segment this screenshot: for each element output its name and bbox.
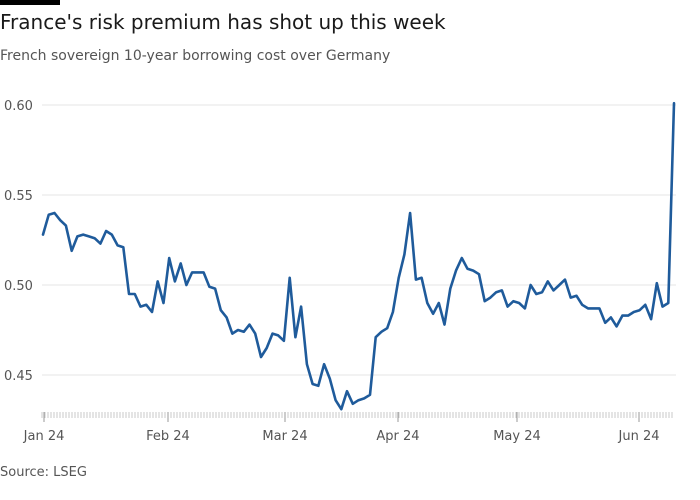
x-axis-ticks: Jan 24 Feb 24 Mar 24 Apr 24 May 24 Jun 24 xyxy=(23,412,660,444)
gridlines xyxy=(42,104,676,376)
x-axis-minor-ticks xyxy=(41,412,673,418)
x-tick-label: Apr 24 xyxy=(376,429,419,444)
spread-series-line xyxy=(41,101,676,411)
x-tick-label: Jan 24 xyxy=(23,429,65,444)
x-tick-label: Jun 24 xyxy=(618,429,660,444)
x-tick-label: Mar 24 xyxy=(262,429,307,444)
y-tick-label: 0.45 xyxy=(4,369,33,384)
x-tick-label: May 24 xyxy=(493,429,541,444)
y-tick-label: 0.50 xyxy=(4,279,33,294)
y-tick-label: 0.60 xyxy=(4,99,33,114)
series-group xyxy=(41,101,676,411)
chart-subtitle: French sovereign 10-year borrowing cost … xyxy=(0,48,391,64)
y-axis-ticks: 0.45 0.50 0.55 0.60 xyxy=(4,99,33,384)
y-tick-label: 0.55 xyxy=(4,189,33,204)
brand-bar xyxy=(0,0,60,5)
x-tick-label: Feb 24 xyxy=(146,429,190,444)
chart-title: France's risk premium has shot up this w… xyxy=(0,10,446,34)
source-note: Source: LSEG xyxy=(0,465,87,480)
